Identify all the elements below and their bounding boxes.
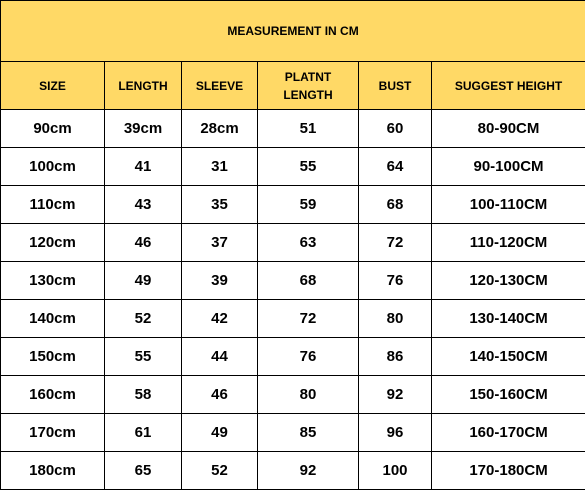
cell-size: 110cm	[1, 186, 105, 224]
cell-length: 43	[105, 186, 182, 224]
cell-size: 140cm	[1, 300, 105, 338]
cell-placket-length: 63	[258, 224, 359, 262]
cell-size: 150cm	[1, 338, 105, 376]
cell-bust: 86	[359, 338, 432, 376]
cell-length: 65	[105, 452, 182, 490]
cell-size: 170cm	[1, 414, 105, 452]
cell-placket-length: 68	[258, 262, 359, 300]
cell-suggest-height: 170-180CM	[432, 452, 585, 490]
cell-bust: 68	[359, 186, 432, 224]
cell-bust: 72	[359, 224, 432, 262]
cell-length: 46	[105, 224, 182, 262]
cell-placket-length: 55	[258, 148, 359, 186]
header-row: SIZE LENGTH SLEEVE PLATNT LENGTH BUST SU…	[1, 62, 585, 110]
cell-bust: 76	[359, 262, 432, 300]
cell-placket-length: 59	[258, 186, 359, 224]
cell-length: 58	[105, 376, 182, 414]
cell-suggest-height: 110-120CM	[432, 224, 585, 262]
cell-sleeve: 52	[182, 452, 258, 490]
header-bust: BUST	[359, 62, 432, 110]
cell-size: 130cm	[1, 262, 105, 300]
cell-suggest-height: 120-130CM	[432, 262, 585, 300]
cell-length: 55	[105, 338, 182, 376]
header-size: SIZE	[1, 62, 105, 110]
cell-length: 41	[105, 148, 182, 186]
cell-bust: 100	[359, 452, 432, 490]
cell-length: 52	[105, 300, 182, 338]
cell-suggest-height: 160-170CM	[432, 414, 585, 452]
header-length: LENGTH	[105, 62, 182, 110]
cell-suggest-height: 80-90CM	[432, 110, 585, 148]
cell-size: 180cm	[1, 452, 105, 490]
cell-placket-length: 80	[258, 376, 359, 414]
cell-placket-length: 76	[258, 338, 359, 376]
cell-suggest-height: 150-160CM	[432, 376, 585, 414]
cell-placket-length: 85	[258, 414, 359, 452]
cell-size: 100cm	[1, 148, 105, 186]
cell-sleeve: 35	[182, 186, 258, 224]
cell-suggest-height: 130-140CM	[432, 300, 585, 338]
cell-sleeve: 31	[182, 148, 258, 186]
cell-sleeve: 46	[182, 376, 258, 414]
cell-size: 160cm	[1, 376, 105, 414]
cell-sleeve: 39	[182, 262, 258, 300]
cell-sleeve: 42	[182, 300, 258, 338]
cell-suggest-height: 140-150CM	[432, 338, 585, 376]
header-suggest-height: SUGGEST HEIGHT	[432, 62, 585, 110]
cell-sleeve: 37	[182, 224, 258, 262]
cell-sleeve: 44	[182, 338, 258, 376]
cell-size: 90cm	[1, 110, 105, 148]
cell-sleeve: 28cm	[182, 110, 258, 148]
cell-length: 61	[105, 414, 182, 452]
title-row: MEASUREMENT IN CM	[1, 1, 585, 62]
cell-bust: 64	[359, 148, 432, 186]
cell-length: 39cm	[105, 110, 182, 148]
cell-length: 49	[105, 262, 182, 300]
cell-placket-length: 92	[258, 452, 359, 490]
cell-bust: 60	[359, 110, 432, 148]
header-sleeve: SLEEVE	[182, 62, 258, 110]
header-placket-length: PLATNT LENGTH	[258, 62, 359, 110]
cell-suggest-height: 100-110CM	[432, 186, 585, 224]
cell-sleeve: 49	[182, 414, 258, 452]
cell-suggest-height: 90-100CM	[432, 148, 585, 186]
cell-placket-length: 51	[258, 110, 359, 148]
cell-bust: 96	[359, 414, 432, 452]
cell-bust: 92	[359, 376, 432, 414]
cell-bust: 80	[359, 300, 432, 338]
cell-size: 120cm	[1, 224, 105, 262]
table-title: MEASUREMENT IN CM	[1, 1, 585, 62]
cell-placket-length: 72	[258, 300, 359, 338]
